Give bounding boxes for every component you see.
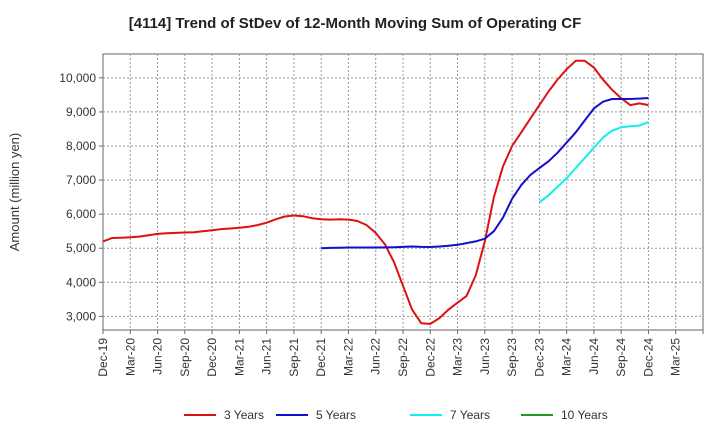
series-line-7-years	[538, 121, 649, 204]
x-tick-label: Sep-24	[614, 338, 628, 377]
x-tick-label: Dec-23	[532, 338, 546, 377]
y-tick-label: 6,000	[66, 207, 96, 221]
x-tick-label: Jun-23	[478, 338, 492, 375]
x-axis-ticks: Dec-19 Mar-20 Jun-20 Sep-20 Dec-20 Mar-21 Jun-…	[96, 330, 704, 377]
x-tick-label: Mar-25	[669, 338, 683, 376]
legend-label: 7 Years	[450, 408, 490, 422]
x-tick-label: Mar-23	[451, 338, 465, 376]
gridlines	[103, 54, 703, 330]
legend-label: 3 Years	[224, 408, 264, 422]
y-axis-ticks: 3,000 4,000 5,000 6,000 7,000 8,000 9,000 10,00…	[59, 71, 103, 323]
x-tick-label: Mar-24	[560, 338, 574, 376]
legend-label: 10 Years	[561, 408, 608, 422]
series-line-3-years	[102, 59, 649, 325]
x-tick-label: Mar-21	[232, 338, 246, 376]
x-tick-label: Sep-23	[505, 338, 519, 377]
x-tick-label: Dec-24	[641, 338, 655, 377]
x-tick-label: Dec-21	[314, 338, 328, 377]
series-line-5-years	[321, 97, 649, 250]
y-tick-label: 10,000	[59, 71, 96, 85]
x-tick-label: Dec-19	[96, 338, 110, 377]
y-tick-label: 5,000	[66, 241, 96, 255]
x-tick-label: Jun-21	[260, 338, 274, 375]
x-tick-label: Mar-20	[123, 338, 137, 376]
x-tick-label: Sep-21	[287, 338, 301, 377]
x-tick-label: Jun-22	[369, 338, 383, 375]
y-tick-label: 4,000	[66, 275, 96, 289]
chart-title: [4114] Trend of StDev of 12-Month Moving…	[129, 15, 582, 32]
legend: 3 Years 5 Years 7 Years 10 Years	[184, 408, 608, 422]
legend-label: 5 Years	[316, 408, 356, 422]
x-tick-label: Jun-24	[587, 338, 601, 375]
x-tick-label: Mar-22	[341, 338, 355, 376]
x-tick-label: Dec-20	[205, 338, 219, 377]
x-tick-label: Dec-22	[423, 338, 437, 377]
x-tick-label: Sep-22	[396, 338, 410, 377]
y-axis-label: Amount (million yen)	[7, 133, 22, 252]
y-tick-label: 8,000	[66, 139, 96, 153]
y-tick-label: 9,000	[66, 105, 96, 119]
x-tick-label: Jun-20	[151, 338, 165, 375]
x-tick-label: Sep-20	[178, 338, 192, 377]
y-tick-label: 7,000	[66, 173, 96, 187]
series-lines	[102, 59, 649, 325]
y-tick-label: 3,000	[66, 309, 96, 323]
